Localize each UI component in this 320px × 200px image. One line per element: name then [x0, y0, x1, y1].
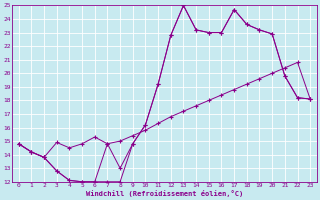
X-axis label: Windchill (Refroidissement éolien,°C): Windchill (Refroidissement éolien,°C): [86, 190, 243, 197]
